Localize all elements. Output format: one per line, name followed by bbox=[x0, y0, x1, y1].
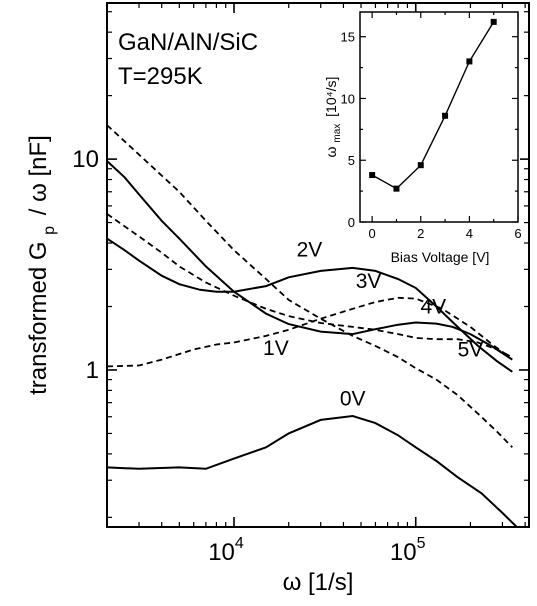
y-label-sub: p bbox=[41, 226, 58, 235]
inset-y-label-sub: max bbox=[332, 124, 343, 143]
main-series bbox=[106, 124, 518, 528]
series-line-4V bbox=[106, 213, 513, 359]
main-axis-ticks bbox=[106, 3, 529, 527]
inset-axis-ticks bbox=[360, 12, 519, 223]
y-tick-label: 1 bbox=[86, 357, 99, 384]
inset-x-axis-label: Bias Voltage [V] bbox=[391, 249, 490, 265]
main-tick-labels: 104 105 1 10 bbox=[72, 146, 425, 566]
inset-y-axis-label: ω max [10⁴/s] bbox=[323, 77, 343, 158]
inset-y-tick-label: 5 bbox=[348, 153, 355, 168]
main-y-axis-label: transformed G p / ω [nF] bbox=[25, 135, 60, 395]
inset-plot-frame bbox=[359, 11, 519, 223]
inset-y-label-tail: [10⁴/s] bbox=[323, 77, 339, 117]
inset-data-point bbox=[466, 58, 473, 65]
series-line-5V bbox=[106, 124, 513, 448]
series-line-2V bbox=[106, 237, 513, 373]
inset-y-tick-label: 10 bbox=[341, 91, 355, 106]
series-line-0V bbox=[106, 414, 518, 528]
inset-y-tick-label: 0 bbox=[348, 215, 355, 230]
inset-x-tick-label: 2 bbox=[417, 226, 424, 241]
series-line-1V bbox=[106, 296, 511, 368]
series-label-4V: 4V bbox=[421, 296, 447, 319]
series-label-3V: 3V bbox=[356, 270, 382, 293]
inset-background bbox=[320, 12, 520, 238]
y-label-main: transformed G bbox=[25, 241, 52, 394]
temperature-annotation: T=295K bbox=[118, 63, 203, 90]
inset-tick-labels: 0 2 4 6 0 5 10 15 bbox=[341, 30, 522, 241]
inset-data-point bbox=[393, 185, 400, 192]
series-label-0V: 0V bbox=[340, 387, 366, 410]
inset-x-tick-label: 6 bbox=[514, 226, 521, 241]
inset-data-point bbox=[490, 18, 497, 25]
inset-series-line bbox=[371, 21, 495, 190]
inset-data-point bbox=[442, 112, 449, 119]
inset-data-point bbox=[417, 162, 424, 169]
inset-y-label-main: ω bbox=[323, 146, 339, 157]
main-plot-frame bbox=[106, 2, 530, 528]
series-line-3V bbox=[106, 160, 513, 361]
inset-series bbox=[369, 18, 497, 192]
inset-x-tick-label: 0 bbox=[369, 226, 376, 241]
sample-annotation: GaN/AlN/SiC bbox=[118, 29, 258, 56]
x-tick-label: 105 bbox=[390, 535, 426, 566]
y-label-tail: / ω [nF] bbox=[25, 135, 52, 215]
inset-x-tick-label: 4 bbox=[466, 226, 473, 241]
main-series-labels: 0V 1V 2V 3V 4V 5V bbox=[263, 239, 483, 411]
series-label-5V: 5V bbox=[458, 338, 484, 361]
inset-y-tick-label: 15 bbox=[341, 30, 355, 45]
series-label-2V: 2V bbox=[297, 239, 323, 262]
y-tick-label: 10 bbox=[72, 146, 99, 173]
inset-data-point bbox=[369, 172, 376, 179]
series-label-1V: 1V bbox=[263, 337, 289, 360]
main-x-axis-label: ω [1/s] bbox=[283, 569, 354, 596]
x-tick-label: 104 bbox=[208, 535, 244, 566]
